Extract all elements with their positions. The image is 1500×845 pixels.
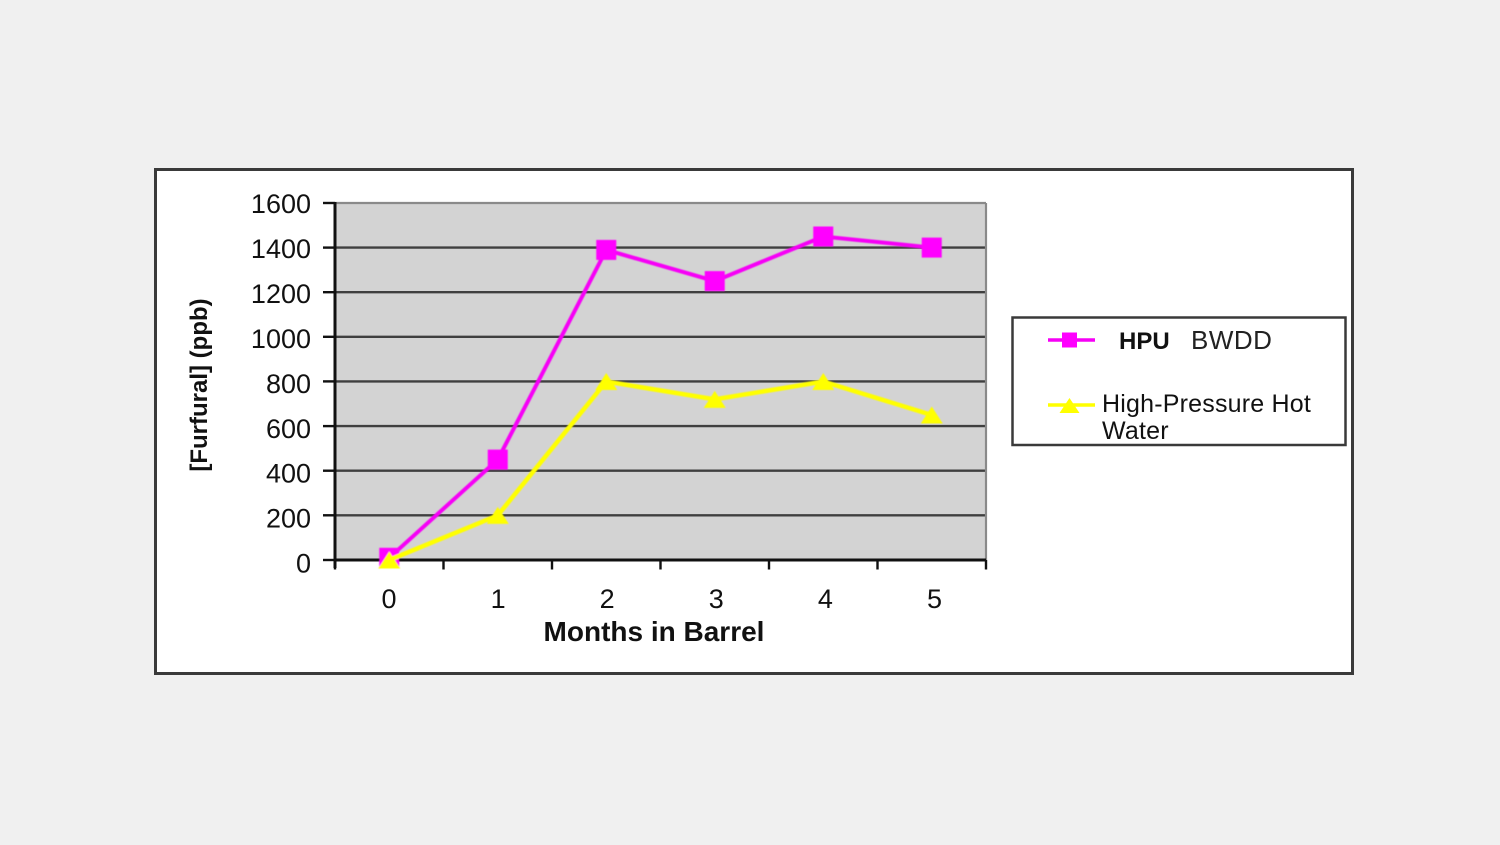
svg-text:1400: 1400 <box>251 234 311 264</box>
svg-text:400: 400 <box>266 459 311 489</box>
svg-text:BWDD: BWDD <box>1191 325 1272 355</box>
svg-text:5: 5 <box>927 584 942 614</box>
svg-text:1000: 1000 <box>251 324 311 354</box>
svg-text:600: 600 <box>266 414 311 444</box>
svg-text:[Furfural] (ppb): [Furfural] (ppb) <box>186 298 213 471</box>
svg-text:Months in Barrel: Months in Barrel <box>544 616 765 647</box>
svg-text:High-Pressure Hot: High-Pressure Hot <box>1102 390 1311 418</box>
svg-text:0: 0 <box>296 549 311 579</box>
svg-text:HPU: HPU <box>1119 328 1170 355</box>
svg-text:0: 0 <box>381 584 396 614</box>
svg-text:Water: Water <box>1102 417 1169 445</box>
svg-text:200: 200 <box>266 504 311 534</box>
svg-text:1600: 1600 <box>251 189 311 219</box>
svg-text:1200: 1200 <box>251 279 311 309</box>
svg-text:1: 1 <box>491 584 506 614</box>
svg-text:2: 2 <box>600 584 615 614</box>
svg-text:800: 800 <box>266 369 311 399</box>
svg-text:4: 4 <box>818 584 833 614</box>
svg-text:3: 3 <box>709 584 724 614</box>
